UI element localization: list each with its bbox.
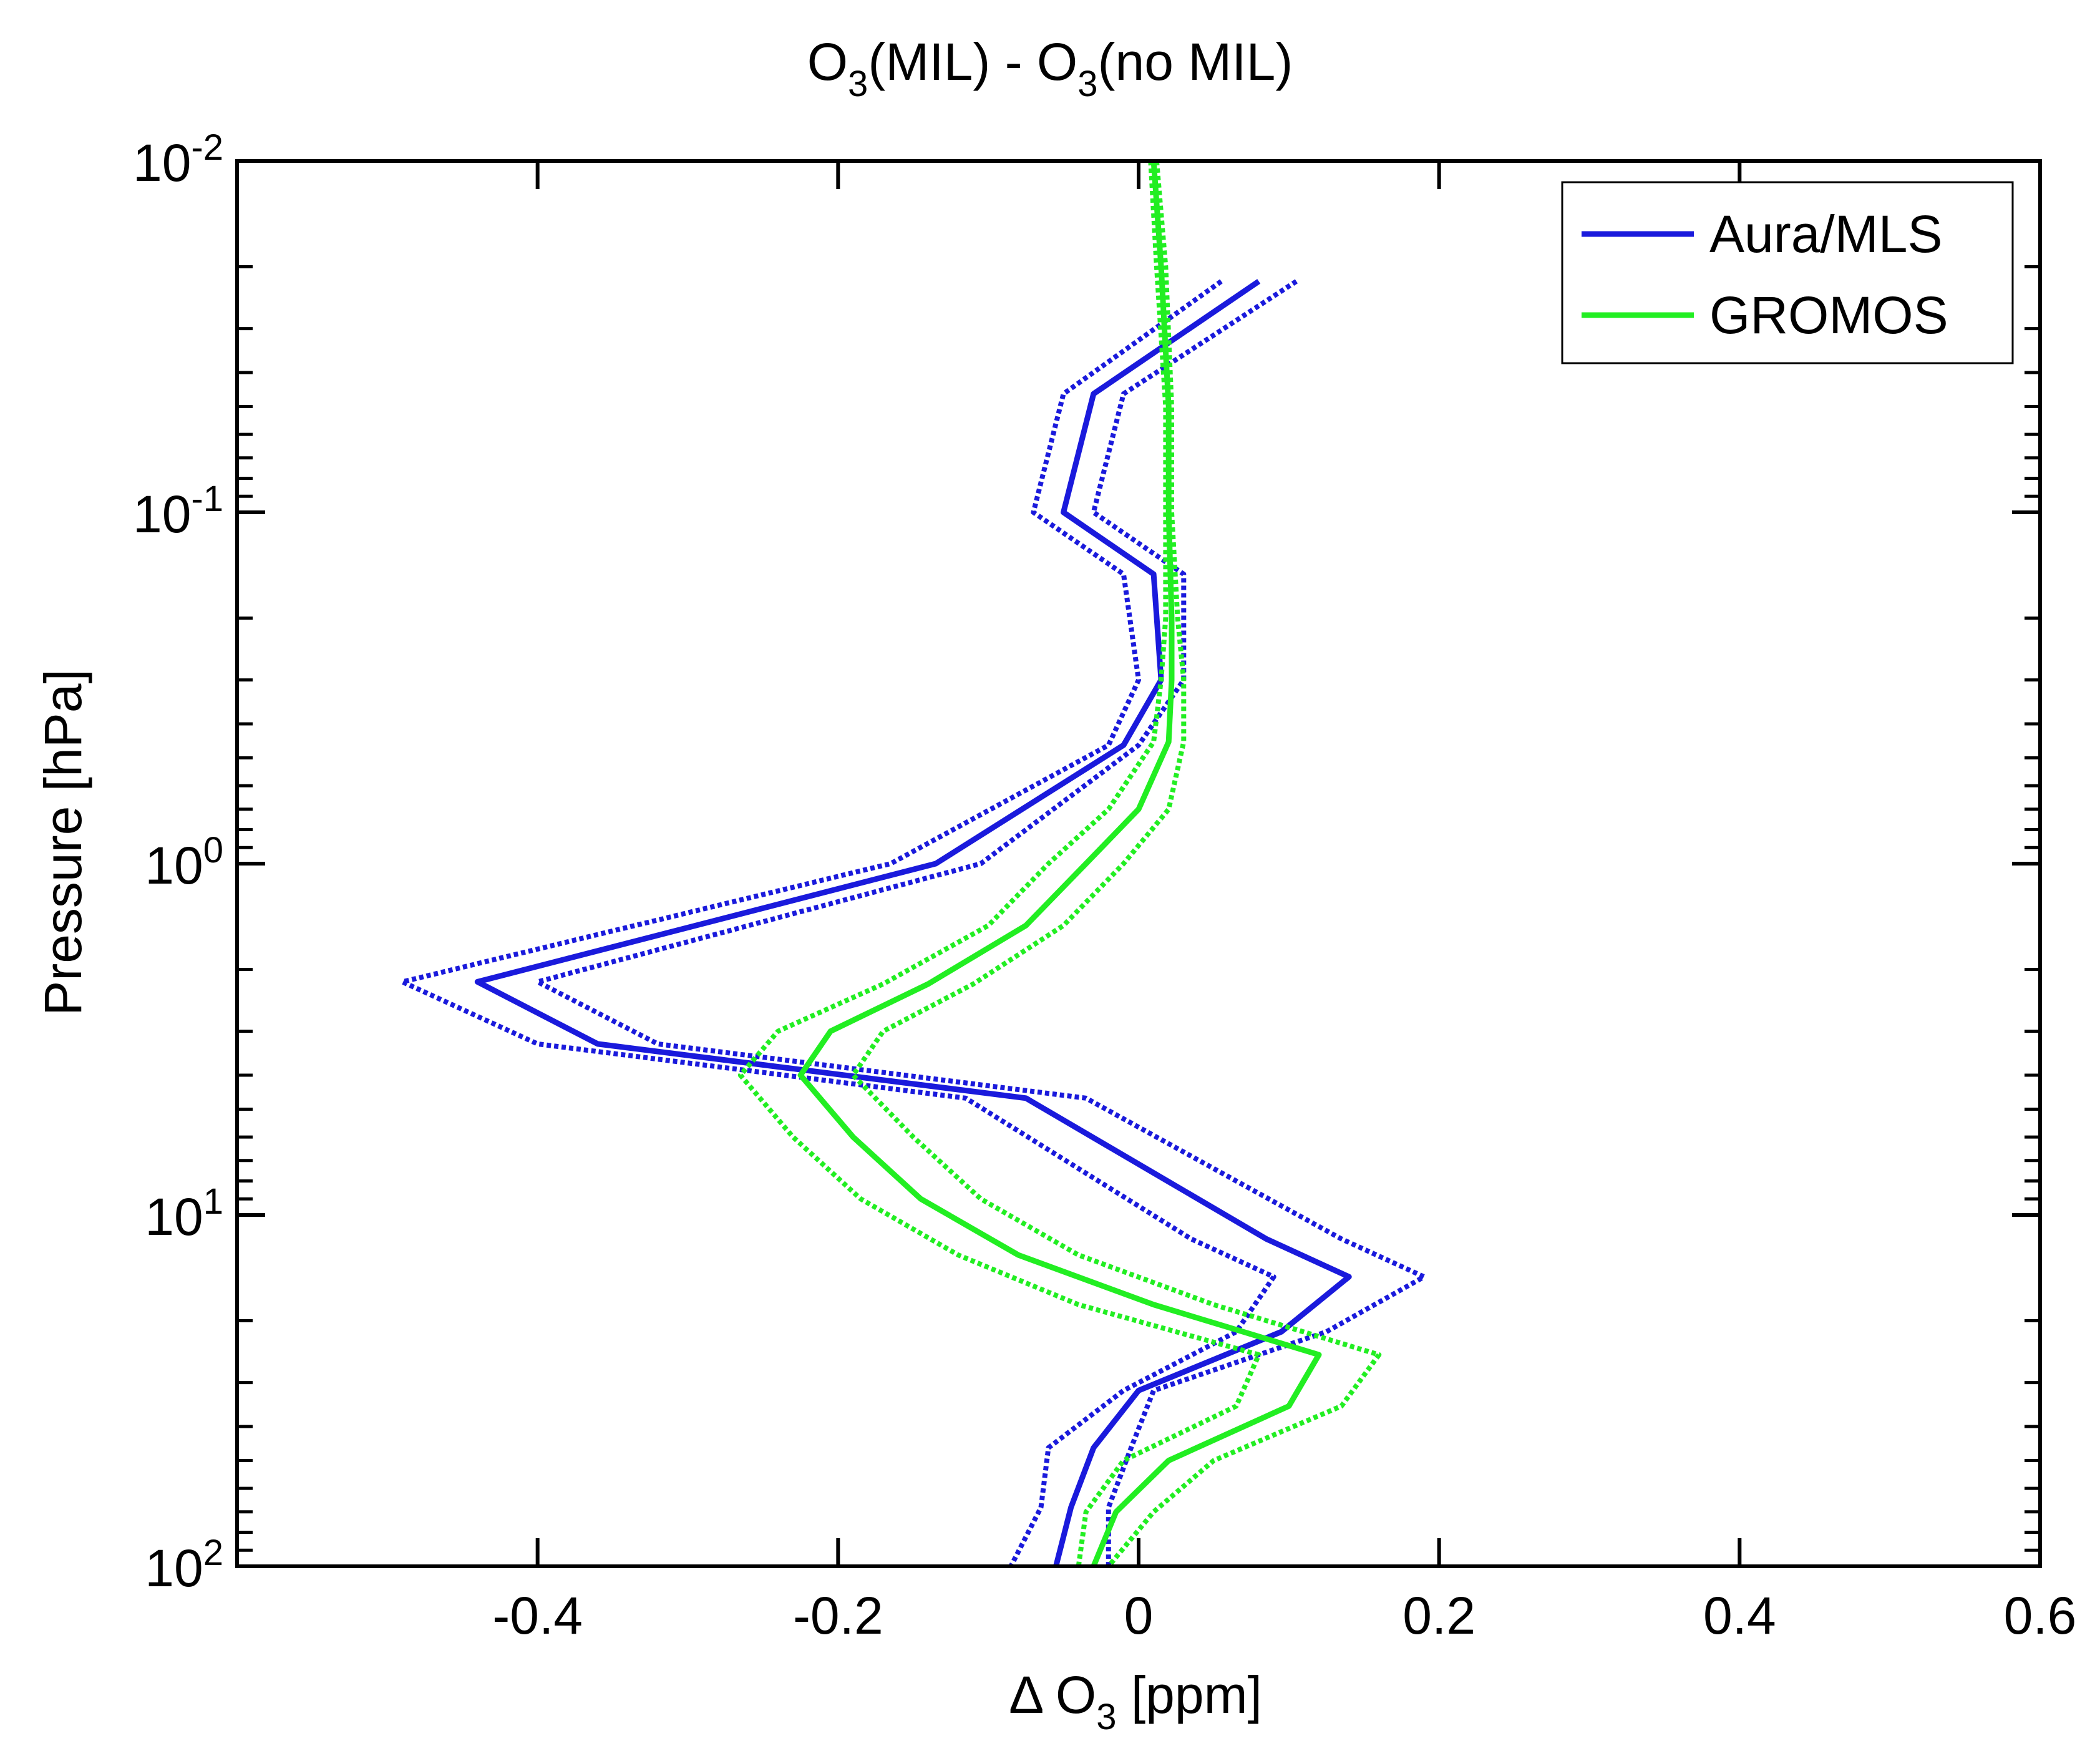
- y-tick-label: 100: [145, 830, 223, 895]
- series-line-aura-mls-lower: [399, 279, 1276, 1568]
- y-axis-label: Pressure [hPa]: [34, 669, 92, 1016]
- x-tick-label: 0.4: [1703, 1586, 1776, 1645]
- legend: Aura/MLS GROMOS: [1561, 181, 2014, 364]
- x-axis-label: Δ O3 [ppm]: [1009, 1666, 1262, 1737]
- axes-layer: -0.4 -0.2 0 0.2 0.4 0.6 10-2 10-1 100 101 102: [133, 127, 2076, 1645]
- x-tick-label: -0.4: [492, 1586, 583, 1645]
- plot-frame: [235, 159, 2042, 1568]
- chart-title: O3(MIL) - O3(no MIL): [807, 32, 1293, 104]
- y-tick-label: 101: [145, 1181, 223, 1246]
- y-tick-label: 10-2: [133, 127, 223, 192]
- x-tick-label: -0.2: [793, 1586, 883, 1645]
- series-line-gromos-mean: [797, 160, 1322, 1568]
- legend-label-gromos: GROMOS: [1709, 286, 1948, 344]
- y-tick-label: 10-1: [133, 479, 223, 544]
- x-tick-label: 0.2: [1402, 1586, 1475, 1645]
- legend-label-aura-mls: Aura/MLS: [1709, 205, 1943, 263]
- series-line-aura-mls-mean: [474, 279, 1352, 1568]
- y-tick-label: 102: [145, 1533, 223, 1597]
- legend-box: [1561, 181, 2014, 364]
- series-line-gromos-lower: [737, 160, 1261, 1567]
- series-line-aura-mls-upper: [535, 279, 1427, 1566]
- x-tick-label: 0: [1124, 1586, 1154, 1645]
- x-tick-label: 0.6: [2004, 1586, 2077, 1645]
- series-line-gromos-upper: [850, 160, 1382, 1568]
- plot-layer: [399, 160, 1427, 1568]
